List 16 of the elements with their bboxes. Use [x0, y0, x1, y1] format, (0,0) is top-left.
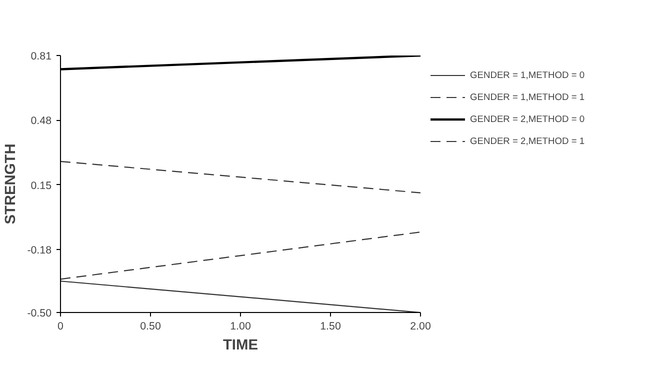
legend-label: GENDER = 2,METHOD = 0 — [470, 114, 585, 124]
legend-label: GENDER = 2,METHOD = 1 — [470, 136, 585, 146]
y-tick-label: 0.48 — [30, 115, 52, 128]
x-tick-label: 0.50 — [140, 320, 161, 332]
y-tick-label: 0.81 — [30, 50, 52, 62]
legend-label: GENDER = 1,METHOD = 1 — [470, 92, 585, 102]
y-tick-label: 0.15 — [30, 180, 52, 192]
legend-label: GENDER = 1,METHOD = 0 — [470, 70, 585, 80]
x-axis-title: TIME — [222, 338, 258, 354]
x-tick-label: 1.00 — [230, 320, 251, 332]
x-tick-label: 1.50 — [320, 320, 341, 332]
x-tick-label: 2.00 — [410, 320, 431, 332]
x-tick-label: 0 — [58, 320, 64, 332]
y-tick-label: -0.50 — [27, 308, 52, 320]
y-axis-title: STRENGTH — [3, 144, 20, 224]
y-tick-label: -0.18 — [27, 244, 52, 257]
